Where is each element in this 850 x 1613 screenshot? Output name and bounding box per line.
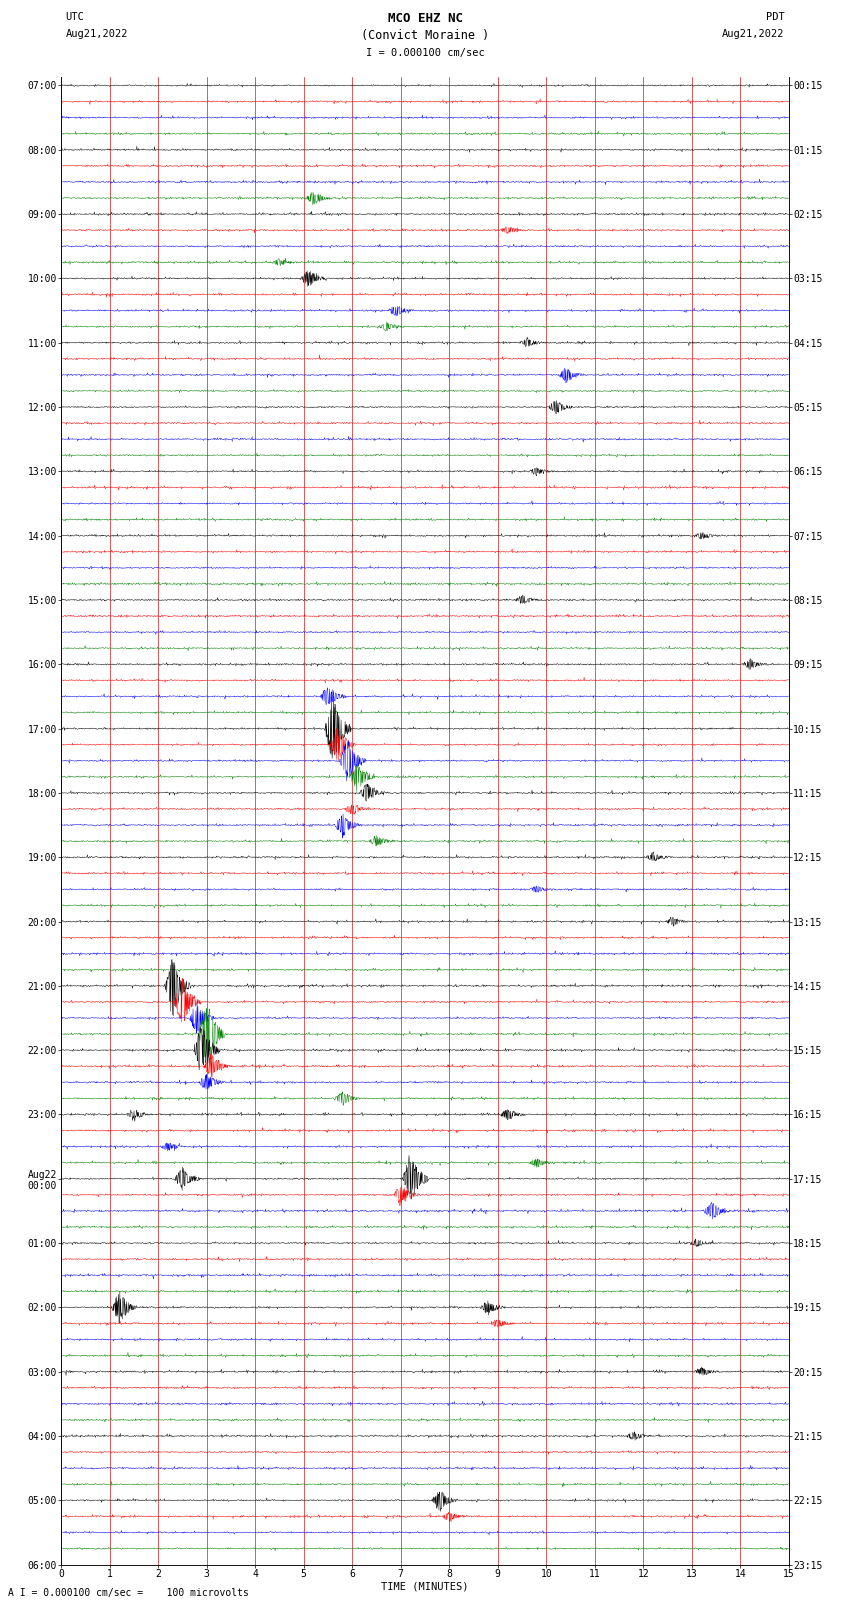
X-axis label: TIME (MINUTES): TIME (MINUTES) — [382, 1582, 468, 1592]
Text: Aug21,2022: Aug21,2022 — [65, 29, 128, 39]
Text: MCO EHZ NC: MCO EHZ NC — [388, 11, 462, 24]
Text: PDT: PDT — [766, 11, 785, 21]
Text: Aug21,2022: Aug21,2022 — [722, 29, 785, 39]
Text: UTC: UTC — [65, 11, 84, 21]
Text: I = 0.000100 cm/sec: I = 0.000100 cm/sec — [366, 48, 484, 58]
Text: A I = 0.000100 cm/sec =    100 microvolts: A I = 0.000100 cm/sec = 100 microvolts — [8, 1589, 249, 1598]
Text: (Convict Moraine ): (Convict Moraine ) — [361, 29, 489, 42]
